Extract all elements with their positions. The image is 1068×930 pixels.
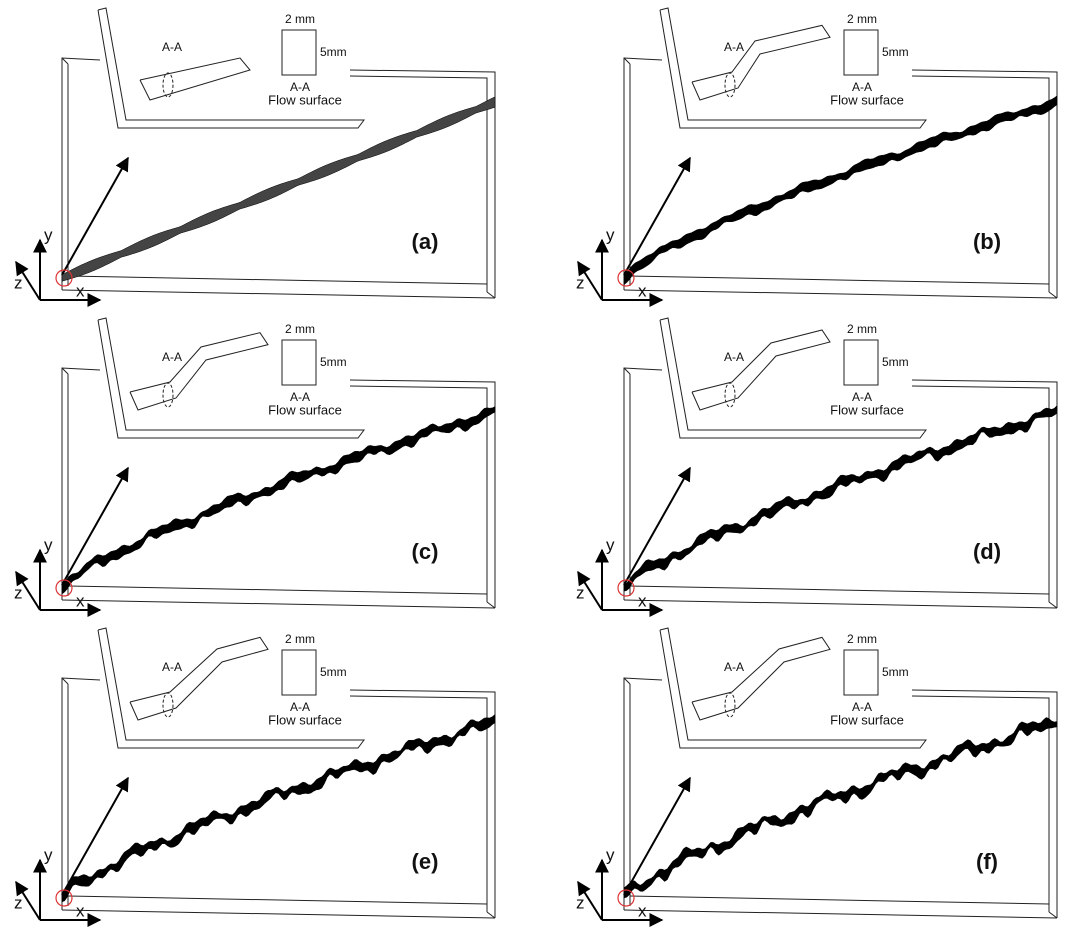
surface-label: Flow surface	[268, 92, 342, 107]
surface-label: Flow surface	[830, 712, 904, 727]
fracture	[62, 407, 495, 594]
section-mark	[163, 383, 173, 407]
axis-z-label: z	[14, 583, 23, 602]
axis-z-label: z	[576, 893, 585, 912]
panel-label: (d)	[973, 539, 1001, 564]
panel-frame	[578, 628, 1057, 920]
section-mark	[163, 693, 173, 717]
width-label: 2 mm	[847, 322, 877, 336]
channel-sketch	[692, 637, 830, 720]
section-label: A-A	[162, 40, 182, 54]
axis-x-label: x	[76, 901, 85, 920]
height-label: 5mm	[882, 45, 909, 59]
channel-sketch	[692, 25, 830, 100]
axis-z-label: z	[14, 893, 23, 912]
panel-label: (a)	[412, 229, 439, 254]
panel-label: (f)	[976, 849, 998, 874]
axis-y-label: y	[606, 225, 615, 244]
width-label: 2 mm	[285, 12, 315, 26]
axis-y-label: y	[44, 225, 53, 244]
section-label: A-A	[162, 350, 182, 364]
axis-y-label: y	[44, 845, 53, 864]
width-label: 2 mm	[847, 632, 877, 646]
axis-x-label: x	[638, 901, 647, 920]
surface-label: Flow surface	[268, 712, 342, 727]
panel-label: (c)	[412, 539, 439, 564]
figure: A-A 2 mm 5mm A-A Flow surface y z x (a) A-A 2 mm 5m…	[0, 0, 1068, 930]
axis-x-label: x	[76, 591, 85, 610]
fracture	[624, 96, 1057, 285]
width-label: 2 mm	[847, 12, 877, 26]
axis-z-label: z	[14, 273, 23, 292]
height-label: 5mm	[882, 355, 909, 369]
axis-z-label: z	[576, 583, 585, 602]
surface-label: Flow surface	[830, 92, 904, 107]
axis-z-label: z	[576, 273, 585, 292]
section-mark	[725, 73, 735, 97]
section-mark	[725, 383, 735, 407]
panel-label: (e)	[412, 849, 439, 874]
axis-y-label: y	[606, 535, 615, 554]
surface-label: Flow surface	[268, 402, 342, 417]
section-label: A-A	[724, 660, 744, 674]
height-label: 5mm	[320, 355, 347, 369]
channel-sketch	[130, 333, 268, 410]
width-label: 2 mm	[285, 322, 315, 336]
axis-y-label: y	[606, 845, 615, 864]
section-label: A-A	[724, 350, 744, 364]
height-label: 5mm	[882, 665, 909, 679]
channel-sketch	[130, 637, 268, 720]
channel-sketch	[140, 58, 250, 100]
section-label: A-A	[162, 660, 182, 674]
height-label: 5mm	[320, 665, 347, 679]
panel-label: (b)	[973, 229, 1001, 254]
panel-frame	[16, 8, 495, 300]
axis-x-label: x	[76, 281, 85, 300]
section-mark	[725, 693, 735, 717]
section-label: A-A	[724, 40, 744, 54]
axis-x-label: x	[638, 591, 647, 610]
channel-sketch	[692, 330, 830, 410]
axis-y-label: y	[44, 535, 53, 554]
width-label: 2 mm	[285, 632, 315, 646]
axis-x-label: x	[638, 281, 647, 300]
surface-label: Flow surface	[830, 402, 904, 417]
height-label: 5mm	[320, 45, 347, 59]
